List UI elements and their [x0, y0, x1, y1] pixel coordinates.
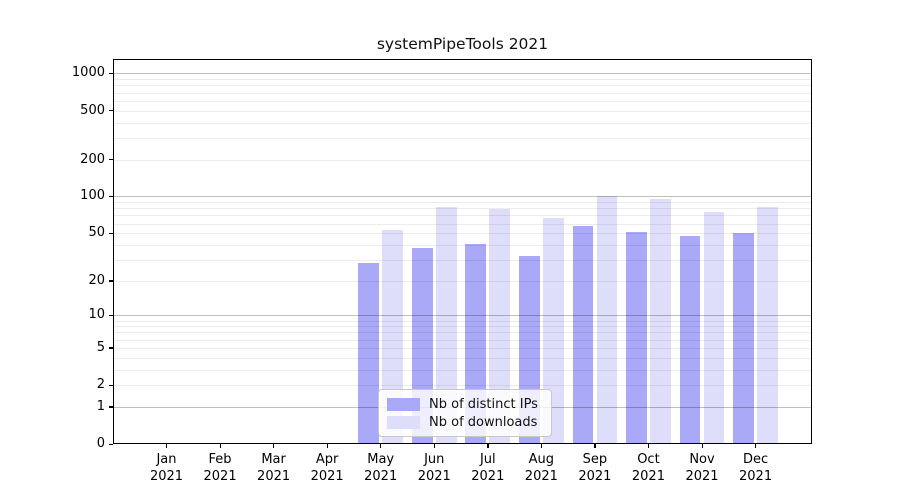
- gridline-minor: [114, 159, 811, 161]
- gridline-minor: [114, 85, 811, 87]
- y-tick-label-500: 500: [80, 102, 105, 118]
- gridline-minor: [114, 280, 811, 282]
- x-tick-mark: [166, 444, 168, 448]
- gridline-minor: [114, 208, 811, 210]
- y-tick-mark: [109, 232, 113, 234]
- gridline-minor: [114, 339, 811, 341]
- x-tick-mark: [326, 444, 328, 448]
- x-tick-label-may: May 2021: [364, 452, 398, 484]
- y-tick-mark: [109, 443, 113, 445]
- legend-item-downloads: Nb of downloads: [387, 413, 543, 431]
- y-tick-label-10: 10: [88, 307, 105, 323]
- legend-label-downloads: Nb of downloads: [429, 414, 538, 430]
- x-tick-mark: [594, 444, 596, 448]
- bar-downloads-jul: [489, 208, 511, 444]
- gridline-minor: [114, 110, 811, 112]
- gridline-minor: [114, 215, 811, 217]
- y-tick-label-1000: 1000: [71, 65, 105, 81]
- gridline-minor: [114, 369, 811, 371]
- y-tick-mark: [109, 159, 113, 161]
- x-tick-mark: [540, 444, 543, 448]
- x-tick-mark: [273, 444, 275, 448]
- y-tick-mark: [109, 384, 113, 386]
- y-tick-mark: [109, 195, 113, 198]
- x-tick-label-sep: Sep 2021: [578, 452, 612, 484]
- y-tick-mark: [109, 314, 113, 317]
- legend-swatch-downloads-icon: [387, 415, 420, 429]
- bar-downloads-dec: [757, 206, 778, 444]
- gridline-major: [114, 73, 811, 75]
- y-tick-mark: [109, 110, 113, 112]
- chart-title: systemPipeTools 2021: [376, 35, 549, 53]
- x-tick-mark: [755, 444, 757, 448]
- gridline-minor: [114, 223, 811, 225]
- bar-distinct-ips-sep: [572, 226, 594, 444]
- x-tick-label-feb: Feb 2021: [203, 452, 237, 484]
- gridline-minor: [114, 202, 811, 204]
- x-tick-mark: [433, 444, 436, 448]
- gridline-minor: [114, 347, 811, 349]
- gridline-minor: [114, 385, 811, 387]
- bar-distinct-ips-dec: [733, 233, 754, 444]
- gridline-minor: [114, 233, 811, 235]
- y-tick-label-200: 200: [80, 151, 105, 167]
- bar-downloads-oct: [650, 198, 671, 444]
- y-tick-label-1: 1: [96, 398, 105, 414]
- x-tick-label-oct: Oct 2021: [631, 452, 665, 484]
- gridline-minor: [114, 122, 811, 124]
- bar-downloads-aug: [542, 217, 564, 444]
- gridline-major: [114, 315, 811, 317]
- bar-distinct-ips-oct: [626, 232, 647, 444]
- legend-item-distinct-ips: Nb of distinct IPs: [387, 395, 543, 413]
- y-tick-mark: [109, 72, 113, 75]
- bar-distinct-ips-may: [358, 263, 379, 444]
- x-tick-label-jul: Jul 2021: [471, 452, 505, 484]
- y-tick-label-50: 50: [88, 225, 105, 241]
- y-tick-label-5: 5: [96, 339, 105, 355]
- gridline-minor: [114, 332, 811, 334]
- x-tick-label-apr: Apr 2021: [310, 452, 344, 484]
- gridline-minor: [114, 259, 811, 261]
- x-tick-mark: [647, 444, 650, 448]
- y-tick-mark: [109, 280, 113, 282]
- gridline-minor: [114, 320, 811, 322]
- x-tick-label-jun: Jun 2021: [417, 452, 451, 484]
- x-tick-mark: [487, 444, 489, 448]
- y-tick-label-20: 20: [88, 272, 105, 288]
- bar-downloads-jun: [435, 206, 457, 444]
- gridline-minor: [114, 79, 811, 81]
- x-tick-label-nov: Nov 2021: [685, 452, 719, 484]
- bar-downloads-sep: [596, 196, 618, 444]
- gridline-minor: [114, 137, 811, 139]
- gridline-minor: [114, 100, 811, 102]
- x-tick-mark: [701, 444, 703, 448]
- y-tick-label-0: 0: [96, 436, 105, 451]
- y-tick-mark: [109, 347, 113, 349]
- x-tick-label-mar: Mar 2021: [257, 452, 291, 484]
- y-tick-label-2: 2: [96, 377, 105, 393]
- y-tick-mark: [109, 406, 113, 408]
- gridline-minor: [114, 92, 811, 94]
- gridline-minor: [114, 244, 811, 246]
- x-tick-mark: [380, 444, 382, 448]
- gridline-minor: [114, 326, 811, 328]
- gridline-major: [114, 196, 811, 198]
- bar-downloads-nov: [703, 212, 725, 444]
- legend: Nb of distinct IPs Nb of downloads: [378, 389, 552, 437]
- legend-swatch-distinct-ips-icon: [387, 397, 420, 411]
- x-tick-label-dec: Dec 2021: [739, 452, 773, 484]
- gridline-minor: [114, 357, 811, 359]
- bar-distinct-ips-nov: [679, 236, 701, 444]
- x-tick-mark: [219, 444, 221, 448]
- legend-label-distinct-ips: Nb of distinct IPs: [429, 396, 538, 412]
- x-tick-label-aug: Aug 2021: [524, 452, 558, 484]
- x-tick-label-jan: Jan 2021: [149, 452, 184, 484]
- y-tick-label-100: 100: [80, 188, 105, 204]
